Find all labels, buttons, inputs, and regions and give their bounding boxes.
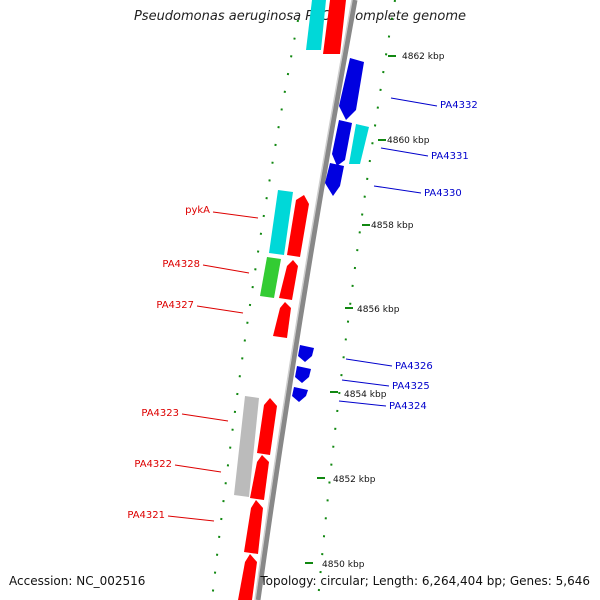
- gc-track-inner: [211, 19, 299, 600]
- gene-pa4323-gray[interactable]: [234, 396, 259, 497]
- ruler-label: 4854 kbp: [344, 390, 387, 400]
- gene-pyka[interactable]: [287, 195, 309, 257]
- gene-pa4331[interactable]: [332, 120, 352, 166]
- forward-strand-genes: [234, 190, 309, 600]
- gene-pa4322[interactable]: [250, 455, 269, 500]
- gene-top-red[interactable]: [323, 0, 346, 54]
- gene-label-pa4325[interactable]: PA4325: [392, 381, 430, 392]
- gene-pa4326[interactable]: [298, 345, 314, 362]
- gene-label-pyka[interactable]: pykA: [185, 205, 210, 216]
- dna-backbone: [255, 0, 358, 600]
- gene-label-pa4323[interactable]: PA4323: [141, 408, 179, 419]
- ruler-label: 4850 kbp: [322, 560, 365, 570]
- gene-pa4325[interactable]: [295, 366, 311, 383]
- gene-pa4327[interactable]: [273, 302, 291, 338]
- gene-label-pa4330[interactable]: PA4330: [424, 188, 462, 199]
- ruler-label: 4852 kbp: [333, 475, 376, 485]
- reverse-gene-callouts: PA4332 PA4331 PA4330 PA4326 PA4325 PA432…: [338, 97, 478, 412]
- gene-pa4331-cyan[interactable]: [349, 124, 369, 164]
- accession-text: Accession: NC_002516: [9, 574, 146, 588]
- ruler-label: 4862 kbp: [402, 52, 445, 62]
- ruler-label: 4856 kbp: [357, 305, 400, 315]
- dna-backbone-highlight: [254, 0, 353, 600]
- gene-pa4332[interactable]: [339, 58, 364, 120]
- gene-pyka-cyan[interactable]: [269, 190, 293, 255]
- gene-pa4328[interactable]: [279, 260, 298, 300]
- gene-label-pa4328[interactable]: PA4328: [162, 259, 200, 270]
- gene-pa4324[interactable]: [292, 387, 308, 402]
- gene-label-pa4321[interactable]: PA4321: [127, 510, 165, 521]
- forward-gene-callouts: pykA PA4328 PA4327 PA4323 PA4322 PA4321: [127, 205, 259, 522]
- gene-label-pa4324[interactable]: PA4324: [389, 401, 427, 412]
- ruler-label: 4860 kbp: [387, 136, 430, 146]
- gene-pa4323[interactable]: [257, 398, 277, 455]
- gene-label-pa4332[interactable]: PA4332: [440, 100, 478, 111]
- gene-pa4321[interactable]: [244, 500, 263, 554]
- gene-pa4328-green[interactable]: [260, 257, 281, 298]
- gene-label-pa4322[interactable]: PA4322: [134, 459, 172, 470]
- gene-pa4330[interactable]: [325, 163, 344, 196]
- gene-bottom[interactable]: [238, 554, 257, 600]
- gene-top-cyan[interactable]: [306, 0, 326, 50]
- gene-label-pa4331[interactable]: PA4331: [431, 151, 469, 162]
- gene-label-pa4327[interactable]: PA4327: [156, 300, 194, 311]
- gene-label-pa4326[interactable]: PA4326: [395, 361, 433, 372]
- ruler: 4862 kbp 4860 kbp 4858 kbp 4856 kbp 4854…: [305, 52, 445, 570]
- genome-summary-text: Topology: circular; Length: 6,264,404 bp…: [260, 574, 590, 588]
- map-title: Pseudomonas aeruginosa PAO1, complete ge…: [133, 9, 467, 24]
- ruler-label: 4858 kbp: [371, 221, 414, 231]
- reverse-strand-genes: [292, 0, 369, 402]
